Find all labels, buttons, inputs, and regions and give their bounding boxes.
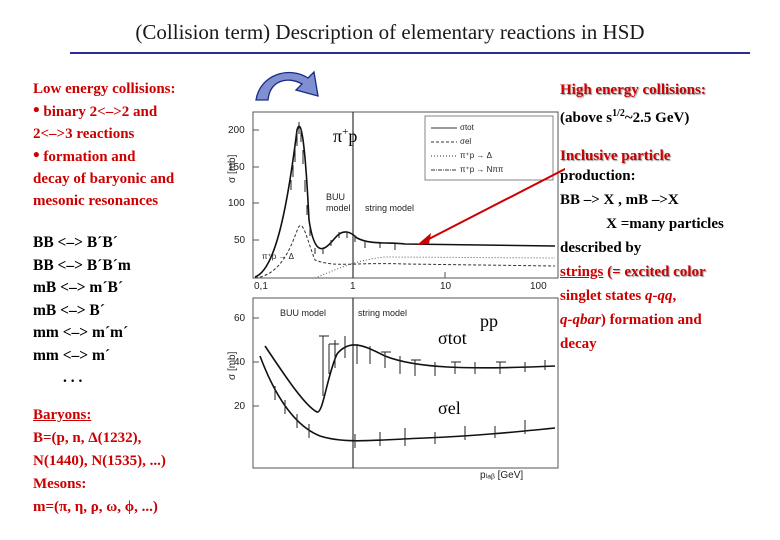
top-decay-label: π⁺p → Δ (262, 252, 294, 261)
low-energy-item-2: • formation and (33, 145, 243, 168)
high-energy-block: High energy collisions: (above s1/2~2.5 … (560, 78, 770, 356)
item2-line2: decay of baryonic and (33, 171, 175, 187)
top-y-tick: 150 (228, 162, 245, 173)
reaction-item: BB <–> B´B´ (33, 234, 118, 251)
bottom-y-tick: 40 (234, 357, 246, 368)
top-model-buu-2: model (326, 203, 351, 213)
top-legend-item: σel (460, 137, 472, 146)
reaction-item: mB <–> m´B´ (33, 279, 123, 296)
top-legend-box (424, 115, 554, 181)
baryons-heading: Baryons: (33, 407, 92, 423)
top-model-buu-1: BUU (326, 192, 346, 202)
inclusive-line2: production: (560, 168, 636, 184)
top-legend-item: π⁺p → Δ (460, 151, 492, 160)
pi-p-data-points (290, 122, 396, 254)
pp-cross-section-plot (252, 297, 559, 469)
pp-sigma-tot-label: σtot (438, 328, 467, 348)
inclusive-line1: Inclusive particle (560, 148, 671, 164)
x-line: X =many particles (606, 216, 724, 232)
bottom-y-tick: 20 (234, 401, 246, 412)
bb-line: BB –> X , mB –>X (560, 192, 679, 208)
top-model-string: string model (365, 203, 415, 213)
particle-definitions: Baryons: B=(p, n, Δ(1232), N(1440), N(15… (33, 404, 166, 519)
top-y-tick: 100 (228, 198, 245, 209)
pi-p-reaction-label: π+p (333, 126, 358, 146)
qqbar-line: q-qbar) formation and (560, 312, 702, 328)
low-energy-block: Low energy collisions: • binary 2<–>2 an… (33, 78, 243, 212)
item1-line1: binary 2<–>2 and (43, 104, 158, 120)
bullet-2: • (33, 145, 40, 166)
low-energy-item-1: • binary 2<–>2 and (33, 100, 243, 123)
reaction-item: mB <–> B´ (33, 301, 105, 319)
strings-line: strings (= excited color (560, 264, 706, 280)
bullet-1: • (33, 100, 40, 121)
mesons-line: m=(π, η, ρ, ω, ϕ, ...) (33, 499, 158, 515)
low-energy-heading: Low energy collisions: (33, 81, 176, 97)
sigma-el-curve (254, 225, 556, 279)
mesons-heading: Mesons: (33, 476, 87, 492)
item2-line3: mesonic resonances (33, 193, 159, 209)
sigma-tot-curve (254, 125, 556, 278)
baryons-line2: N(1440), N(1535), ...) (33, 453, 166, 469)
reaction-list: BB <–> B´B´ BB <–> B´B´m mB <–> m´B´ mB … (33, 232, 131, 390)
bottom-model-buu: BUU model (280, 308, 327, 318)
pp-data-points (274, 335, 546, 448)
top-y-tick: 50 (234, 235, 246, 246)
page-title: (Collision term) Description of elementa… (135, 20, 645, 44)
pointer-arrow-icon (422, 167, 565, 243)
reaction-item: BB <–> B´B´m (33, 256, 131, 274)
reaction-ellipsis: . . . (63, 369, 83, 386)
described-by: described by (560, 240, 642, 256)
reaction-item: mm <–> m´ (33, 346, 111, 364)
pi-p-cross-section-plot (252, 111, 565, 279)
top-x-tick: 0,1 (254, 281, 268, 292)
singlet-line: singlet states q-qq, (560, 288, 677, 304)
top-legend-item: π⁺p → Nππ (460, 165, 504, 174)
pp-reaction-label: pp (480, 311, 498, 331)
bottom-model-string: string model (358, 308, 408, 318)
pp-sigma-el-curve (259, 355, 556, 442)
pp-sigma-tot-curve (264, 344, 556, 413)
high-energy-heading: High energy collisions: (560, 82, 706, 98)
transition-arrow-icon (255, 70, 319, 101)
reaction-item: mm <–> m´m´ (33, 324, 129, 341)
item2-line1: formation and (43, 149, 136, 165)
energy-threshold: (above s1/2~2.5 GeV) (560, 108, 690, 126)
bottom-x-label: pₗₐᵦ [GeV] (480, 470, 524, 481)
title-underline (70, 52, 750, 54)
top-x-tick: 1 (350, 281, 356, 292)
top-y-tick: 200 (228, 125, 245, 136)
top-x-tick: 100 (530, 281, 547, 292)
spacer (560, 130, 770, 144)
decay-line: decay (560, 336, 597, 352)
top-legend-item: σtot (460, 123, 474, 132)
bottom-y-tick: 60 (234, 313, 246, 324)
pp-sigma-el-label: σel (438, 398, 461, 418)
item1-line2: 2<–>3 reactions (33, 126, 135, 142)
baryons-line1: B=(p, n, Δ(1232), (33, 430, 142, 446)
top-x-tick: 10 (440, 281, 452, 292)
